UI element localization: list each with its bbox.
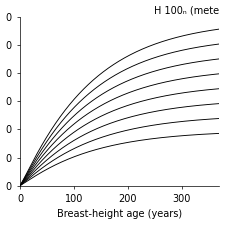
Text: H 100ₙ (mete: H 100ₙ (mete <box>154 6 219 16</box>
X-axis label: Breast-height age (years): Breast-height age (years) <box>57 209 182 219</box>
